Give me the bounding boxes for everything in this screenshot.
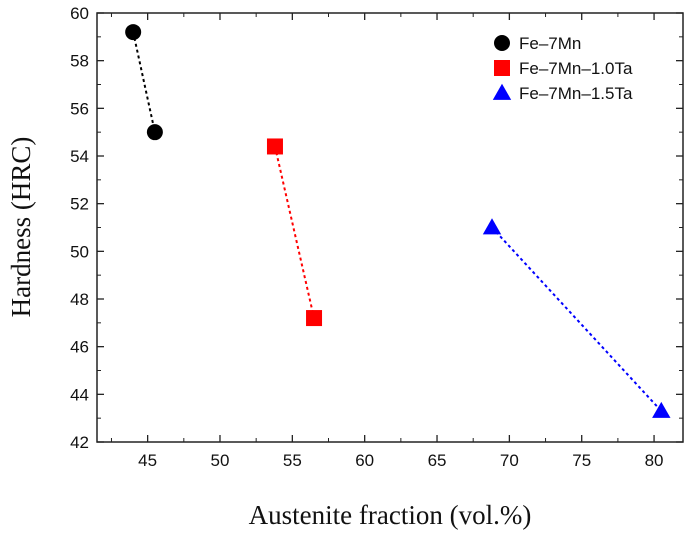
legend-marker — [494, 60, 510, 76]
y-tick-label: 54 — [70, 147, 89, 166]
y-tick-label: 44 — [70, 385, 89, 404]
series-line — [273, 146, 316, 319]
y-tick-label: 48 — [70, 290, 89, 309]
y-tick-label: 52 — [70, 195, 89, 214]
legend: Fe–7Mn Fe–7Mn–1.0Ta Fe–7Mn–1.5Ta — [492, 34, 633, 103]
y-tick-label: 42 — [70, 433, 89, 452]
y-tick-label: 46 — [70, 338, 89, 357]
y-tick-label: 56 — [70, 99, 89, 118]
x-tick-label: 80 — [645, 451, 664, 470]
legend-marker — [492, 83, 512, 100]
y-axis-title: Hardness (HRC) — [6, 137, 36, 318]
axis-tick-labels: 45 50 55 60 65 70 75 80 42 44 46 48 50 52 54 56 58 60 — [70, 4, 663, 470]
data-point — [306, 310, 323, 327]
x-tick-label: 45 — [138, 451, 157, 470]
y-tick-label: 58 — [70, 52, 89, 71]
legend-label: Fe–7Mn–1.0Ta — [519, 59, 633, 78]
data-point — [146, 124, 163, 141]
x-tick-label: 60 — [355, 451, 374, 470]
legend-label: Fe–7Mn — [519, 34, 581, 53]
x-tick-label: 50 — [211, 451, 230, 470]
data-point — [482, 218, 502, 235]
data-point — [266, 138, 283, 155]
series-2 — [482, 218, 671, 418]
legend-marker — [494, 35, 510, 51]
y-tick-label: 50 — [70, 242, 89, 261]
series-1 — [266, 138, 323, 327]
x-tick-label: 55 — [283, 451, 302, 470]
legend-label: Fe–7Mn–1.5Ta — [519, 84, 633, 103]
series-line — [132, 31, 156, 133]
data-point — [652, 401, 671, 418]
series-line — [491, 226, 663, 412]
axis-ticks — [97, 12, 683, 443]
x-tick-label: 75 — [572, 451, 591, 470]
data-point — [125, 24, 142, 41]
series-layer — [125, 24, 671, 418]
series-0 — [125, 24, 163, 141]
x-tick-label: 70 — [500, 451, 519, 470]
x-tick-label: 65 — [428, 451, 447, 470]
x-axis-title: Austenite fraction (vol.%) — [249, 500, 532, 530]
y-tick-label: 60 — [70, 4, 89, 23]
